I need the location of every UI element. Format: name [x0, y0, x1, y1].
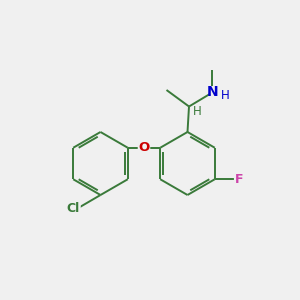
Text: H: H: [220, 88, 230, 102]
Text: Cl: Cl: [67, 202, 80, 215]
Text: O: O: [138, 141, 150, 154]
Text: N: N: [207, 85, 218, 98]
Text: H: H: [193, 104, 202, 118]
Text: F: F: [235, 173, 243, 186]
